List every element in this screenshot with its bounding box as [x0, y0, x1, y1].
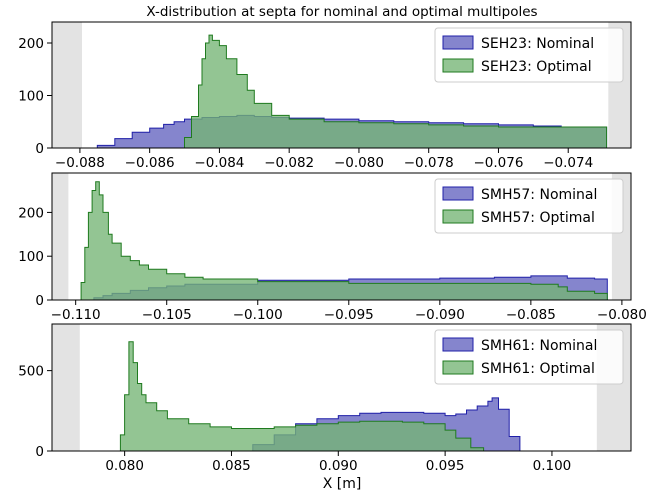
optimal-histogram [114, 341, 485, 451]
x-tick-label: −0.078 [404, 155, 454, 171]
legend-label: SMH61: Optimal [481, 361, 595, 377]
y-tick-label: 200 [18, 205, 44, 221]
x-tick-label: 0.080 [105, 458, 144, 474]
legend-box [434, 178, 624, 234]
panel-seh23: −0.088 −0.086 −0.084 −0.082 −0.080 −0.078 −0.0… [18, 21, 632, 171]
x-tick-label: −0.095 [324, 307, 374, 323]
x-tick-label: −0.080 [334, 155, 384, 171]
x-tick-label: −0.084 [194, 155, 244, 171]
x-tick-label: 0.085 [212, 458, 251, 474]
optimal-histogram [77, 181, 608, 300]
x-tick-label: 0.090 [319, 458, 358, 474]
y-tick-label: 0 [35, 293, 44, 309]
x-tick-label: −0.076 [473, 155, 523, 171]
y-tick-label: 200 [18, 36, 44, 52]
legend: SMH57: Nominal SMH57: Optimal [434, 178, 624, 234]
y-tick-label: 0 [35, 444, 44, 460]
panel-smh57: −0.110 −0.105 −0.100 −0.095 −0.090 −0.085 −0.0… [18, 172, 647, 323]
x-tick-label: 0.100 [533, 458, 572, 474]
x-tick-label: −0.105 [142, 307, 192, 323]
x-tick-label: −0.100 [233, 307, 283, 323]
legend-swatch [442, 337, 474, 352]
y-tick-label: 100 [18, 249, 44, 265]
axes-frame [51, 323, 632, 452]
plot-area [52, 173, 631, 300]
plot-area [52, 22, 631, 148]
legend-box [434, 329, 624, 385]
x-tick-label: −0.110 [51, 307, 101, 323]
shaded-region-left [52, 324, 80, 451]
legend: SMH61: Nominal SMH61: Optimal [434, 329, 624, 385]
axes-frame [51, 21, 632, 149]
legend-label: SMH61: Nominal [481, 338, 597, 354]
legend-label: SMH57: Nominal [481, 187, 597, 203]
figure-title: X-distribution at septa for nominal and … [146, 4, 537, 20]
y-tick-label: 100 [18, 89, 44, 105]
legend-swatch [442, 186, 474, 201]
x-tick-label: −0.090 [415, 307, 465, 323]
y-tick-label: 500 [18, 364, 44, 380]
legend-label: SMH57: Optimal [481, 210, 595, 226]
x-tick-label: −0.086 [125, 155, 175, 171]
x-tick-label: −0.082 [264, 155, 314, 171]
x-tick-label: −0.088 [55, 155, 105, 171]
axes-frame [51, 172, 632, 301]
legend-swatch [442, 360, 474, 375]
x-tick-label: −0.080 [597, 307, 647, 323]
legend-swatch [442, 35, 474, 50]
legend-swatch [442, 209, 474, 224]
x-tick-label: 0.095 [426, 458, 465, 474]
optimal-histogram [174, 34, 608, 148]
y-tick-label: 0 [35, 141, 44, 157]
legend-label: SEH23: Nominal [481, 36, 594, 52]
x-axis-label: X [m] [323, 476, 362, 492]
legend-box [434, 27, 624, 83]
legend-swatch [442, 58, 474, 73]
x-tick-label: −0.074 [543, 155, 593, 171]
panel-smh61: 0.080 0.085 0.090 0.095 0.100 0 500 SMH61: Nomi… [18, 323, 632, 474]
shaded-region-left [52, 22, 82, 148]
x-tick-label: −0.085 [506, 307, 556, 323]
shaded-region-left [52, 173, 69, 300]
legend-label: SEH23: Optimal [481, 59, 592, 75]
legend: SEH23: Nominal SEH23: Optimal [434, 27, 624, 83]
